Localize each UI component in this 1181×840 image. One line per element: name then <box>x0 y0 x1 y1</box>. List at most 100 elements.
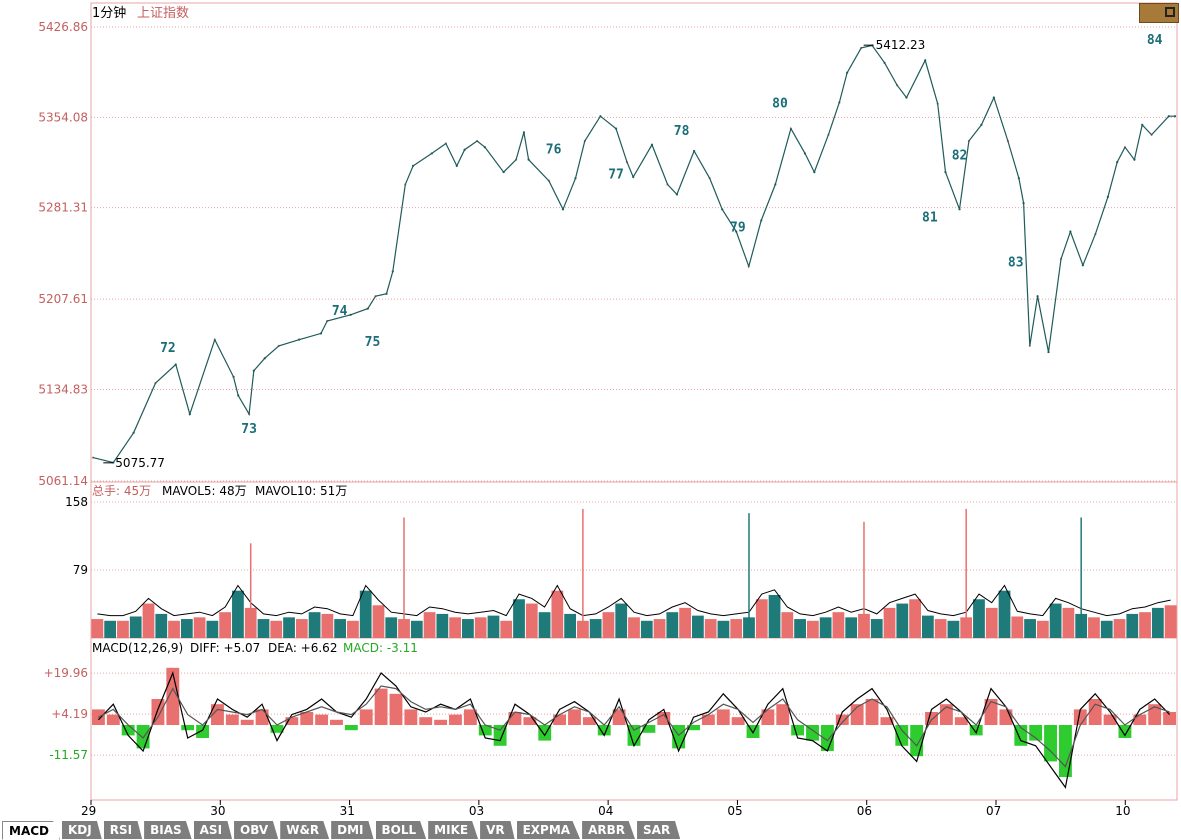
date-tick-label: 10 <box>1115 804 1130 818</box>
macd-histogram-bar <box>761 709 775 725</box>
volume-bar <box>1062 607 1075 638</box>
tab-obv[interactable]: OBV <box>234 821 279 839</box>
macd-diff: DIFF: +5.07 <box>190 641 260 655</box>
volume-bar <box>755 599 768 638</box>
date-tick-label: 05 <box>727 804 742 818</box>
window-square-icon <box>1165 7 1175 17</box>
price-tick-label: 5061.14 <box>38 474 88 488</box>
macd-histogram-bar <box>582 717 596 725</box>
macd-histogram-bar <box>701 714 715 725</box>
tab-rsi[interactable]: RSI <box>103 821 143 839</box>
macd-histogram-bar <box>523 717 537 725</box>
macd-histogram-bar <box>731 717 745 725</box>
price-line <box>92 44 1175 464</box>
wave-label: 74 <box>332 304 348 319</box>
volume-bar <box>334 619 347 638</box>
wave-label: 82 <box>952 149 968 164</box>
date-tick-label: 29 <box>81 804 96 818</box>
wave-label: 77 <box>608 167 624 182</box>
tab-wr[interactable]: W&R <box>280 821 330 839</box>
volume-bar <box>487 615 500 638</box>
macd-histogram-bar <box>478 725 492 736</box>
tab-mike[interactable]: MIKE <box>428 821 479 839</box>
macd-histogram-bar <box>270 725 284 733</box>
macd-histogram-bar <box>716 709 730 725</box>
wave-label: 80 <box>772 97 788 112</box>
tab-macd[interactable]: MACD <box>2 820 60 840</box>
macd-histogram-bar <box>553 714 567 725</box>
macd-histogram-bar <box>374 688 388 725</box>
volume-bar <box>973 599 985 638</box>
volume-bar <box>525 603 538 638</box>
macd-histogram-bar <box>419 717 433 725</box>
tab-expma[interactable]: EXPMA <box>516 821 581 839</box>
tab-kdj[interactable]: KDJ <box>62 821 102 839</box>
date-tick-label: 06 <box>857 804 872 818</box>
macd-histogram-bar <box>225 714 239 725</box>
macd-histogram-bar <box>687 725 700 731</box>
chart-frame <box>90 2 1178 801</box>
volume-bar <box>921 615 934 638</box>
macd-histogram-bar <box>106 714 120 725</box>
volume-bar <box>410 620 423 638</box>
volume-total: 总手: 45万 <box>92 484 151 498</box>
macd-histogram-bar <box>121 725 135 736</box>
volume-bar <box>347 620 359 638</box>
tab-arbr[interactable]: ARBR <box>582 821 636 839</box>
wave-label: 76 <box>546 142 562 157</box>
volume-bar <box>168 620 180 638</box>
tab-bias[interactable]: BIAS <box>144 821 192 839</box>
layout-toggle-icon[interactable] <box>1139 3 1179 23</box>
volume-bar <box>985 607 998 638</box>
macd-histogram-bar <box>1148 704 1162 725</box>
volume-bar <box>117 620 129 638</box>
macd-histogram-bar <box>1029 725 1043 741</box>
volume-bar <box>193 617 206 638</box>
macd-histogram-bar <box>344 725 358 731</box>
volume-bar <box>538 612 551 638</box>
volume-tick-label: 79 <box>73 563 88 577</box>
volume-bar <box>730 619 743 638</box>
volume-bar <box>1139 612 1151 638</box>
tab-dmi[interactable]: DMI <box>331 821 374 839</box>
volume-bar <box>257 619 270 638</box>
wave-label: 81 <box>922 211 938 226</box>
macd-histogram-bar <box>568 709 581 725</box>
volume-bar <box>909 599 921 638</box>
macd-histogram-bar <box>196 725 210 738</box>
macd-tick-label: +4.19 <box>51 707 88 721</box>
volume-bar <box>270 620 283 638</box>
macd-histogram-bar <box>642 725 656 733</box>
volume-bar <box>628 617 640 638</box>
macd-histogram-bar <box>806 725 819 741</box>
volume-bar <box>666 612 679 638</box>
price-tick-label: 5354.08 <box>38 110 88 124</box>
volume-bar <box>462 619 474 638</box>
volume-bar <box>704 619 717 638</box>
tab-asi[interactable]: ASI <box>193 821 233 839</box>
volume-bar <box>781 612 794 638</box>
tab-sar[interactable]: SAR <box>637 821 681 839</box>
volume-bar <box>423 612 436 638</box>
macd-histogram-bar <box>449 714 462 725</box>
tab-vr[interactable]: VR <box>480 821 515 839</box>
macd-histogram-bar <box>1044 725 1057 762</box>
volume-bar <box>1151 607 1164 638</box>
volume-bar <box>104 620 117 638</box>
extreme-label: 5075.77 <box>115 456 165 470</box>
volume-bar <box>819 617 832 638</box>
macd-histogram-bar <box>300 712 314 725</box>
volume-bar <box>500 620 513 638</box>
volume-bar <box>602 612 615 638</box>
mavol-line <box>97 584 1171 617</box>
date-tick-label: 07 <box>986 804 1001 818</box>
macd-histogram-bar <box>984 699 998 725</box>
volume-bar <box>232 590 244 638</box>
macd-tick-label: -11.57 <box>49 748 88 762</box>
price-tick-label: 5426.86 <box>38 20 88 34</box>
diff-line <box>97 671 1171 789</box>
macd-dea: DEA: +6.62 <box>268 641 337 655</box>
volume-bar <box>640 620 653 638</box>
tab-boll[interactable]: BOLL <box>375 821 427 839</box>
